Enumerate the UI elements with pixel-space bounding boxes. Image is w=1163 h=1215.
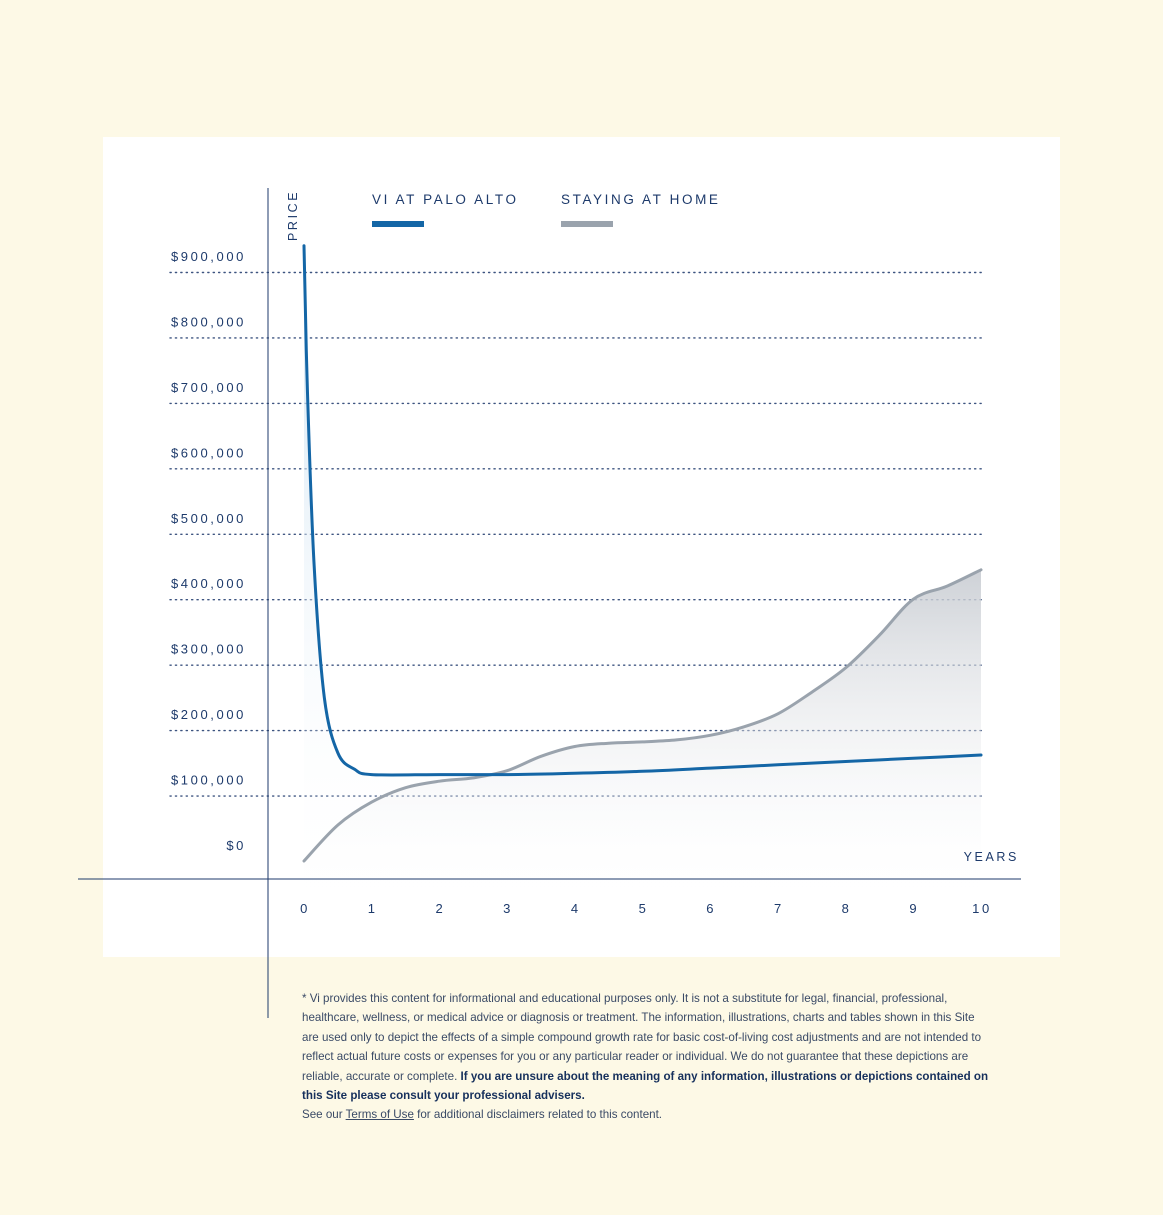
y-tick-label: $200,000: [171, 707, 246, 722]
legend-swatch: [372, 221, 424, 227]
disclaimer-body: * Vi provides this content for informati…: [302, 992, 982, 1083]
legend-swatch: [561, 221, 613, 227]
x-tick-label: 8: [842, 901, 852, 916]
x-tick-label: 5: [639, 901, 649, 916]
y-axis-title: PRICE: [286, 190, 300, 241]
legend-label: STAYING AT HOME: [561, 192, 721, 207]
x-tick-label: 7: [774, 901, 784, 916]
disclaimer-text: * Vi provides this content for informati…: [302, 989, 992, 1125]
staying-at-home-line: [302, 568, 983, 863]
x-tick-label: 9: [909, 901, 919, 916]
x-axis-title: YEARS: [964, 850, 1019, 864]
legend-label: VI AT PALO ALTO: [372, 192, 519, 207]
vi-at-palo-alto-line: [302, 244, 983, 777]
x-tick-label: 4: [571, 901, 581, 916]
axis-labels: PRICE YEARS $0 $100,000 $200,000 $300,000 $4…: [171, 190, 1019, 916]
x-tick-label: 0: [300, 901, 310, 916]
y-tick-label: $100,000: [171, 773, 246, 788]
y-tick-label: $900,000: [171, 249, 246, 264]
x-tick-label: 10: [972, 901, 992, 916]
x-tick-label: 3: [503, 901, 513, 916]
x-tick-label: 2: [435, 901, 445, 916]
y-tick-label: $500,000: [171, 511, 246, 526]
axes: [78, 188, 1021, 1018]
series-lines: [302, 244, 983, 863]
terms-of-use-link[interactable]: Terms of Use: [345, 1108, 414, 1122]
home-area-fill: [304, 569, 981, 901]
x-tick-label: 1: [368, 901, 378, 916]
y-tick-label: $400,000: [171, 576, 246, 591]
y-tick-label: $0: [226, 838, 246, 853]
disclaimer-tail: for additional disclaimers related to th…: [413, 1108, 663, 1122]
x-tick-label: 6: [706, 901, 716, 916]
disclaimer-bold: If you are unsure about the meaning of a…: [302, 1069, 989, 1103]
y-tick-label: $600,000: [171, 445, 246, 460]
area-fills: [304, 245, 981, 901]
y-tick-label: $300,000: [171, 642, 246, 657]
y-tick-label: $700,000: [171, 380, 246, 395]
legend: VI AT PALO ALTO STAYING AT HOME: [372, 192, 721, 227]
y-tick-label: $800,000: [171, 314, 246, 329]
see-our-text: See our: [302, 1108, 346, 1122]
